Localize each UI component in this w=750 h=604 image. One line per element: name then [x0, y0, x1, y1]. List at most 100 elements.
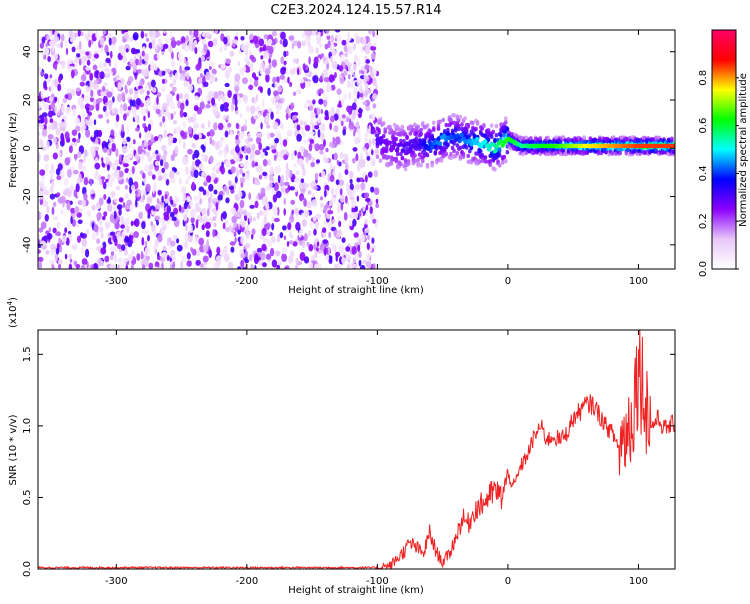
noise-speckle — [323, 189, 327, 198]
noise-speckle — [162, 102, 168, 111]
noise-speckle — [302, 63, 306, 71]
signal-halo-point — [504, 120, 508, 125]
noise-speckle — [50, 83, 54, 92]
noise-speckle — [234, 97, 238, 107]
noise-speckle — [78, 132, 81, 140]
noise-speckle — [269, 166, 275, 175]
noise-speckle — [372, 93, 378, 100]
noise-speckle — [161, 222, 167, 228]
noise-speckle — [283, 208, 287, 216]
noise-speckle — [309, 219, 313, 229]
noise-speckle — [145, 183, 151, 192]
noise-speckle — [308, 143, 313, 152]
noise-speckle — [373, 187, 380, 195]
noise-speckle — [320, 108, 324, 115]
noise-speckle — [240, 219, 246, 228]
noise-speckle — [95, 202, 100, 208]
noise-speckle — [352, 147, 358, 152]
noise-speckle — [103, 194, 107, 200]
noise-speckle — [77, 219, 83, 225]
noise-speckle — [98, 129, 102, 138]
signal-ridge-point — [379, 136, 384, 141]
noise-speckle — [81, 238, 88, 247]
signal-halo-point — [494, 123, 499, 129]
signal-halo-point — [444, 151, 449, 157]
noise-speckle — [364, 228, 370, 233]
x-tick-label: 0 — [505, 276, 511, 287]
noise-speckle — [318, 144, 325, 151]
noise-speckle — [54, 96, 58, 102]
signal-halo-point — [441, 117, 446, 123]
noise-speckle — [140, 152, 145, 161]
noise-speckle — [362, 43, 366, 48]
noise-speckle — [81, 165, 87, 172]
noise-speckle — [184, 45, 190, 52]
noise-speckle — [64, 131, 70, 140]
noise-speckle — [110, 50, 113, 59]
noise-speckle — [97, 257, 103, 267]
noise-speckle — [170, 31, 173, 39]
noise-speckle — [80, 74, 87, 82]
noise-speckle — [230, 207, 237, 215]
noise-speckle — [107, 203, 113, 212]
noise-speckle — [166, 254, 170, 261]
noise-speckle — [39, 124, 44, 130]
signal-ridge-point — [428, 141, 433, 146]
noise-speckle — [95, 169, 99, 177]
noise-speckle — [118, 208, 122, 216]
noise-speckle — [322, 227, 327, 233]
noise-speckle — [256, 212, 260, 220]
signal-ridge-point — [459, 132, 464, 138]
signal-ridge-point — [426, 146, 431, 151]
noise-speckle — [163, 214, 170, 221]
noise-speckle — [308, 105, 314, 112]
noise-speckle — [55, 247, 60, 255]
noise-speckle — [161, 51, 165, 56]
noise-speckle — [49, 118, 54, 124]
noise-speckle — [354, 137, 358, 144]
noise-speckle — [155, 108, 161, 115]
noise-speckle — [209, 129, 215, 137]
noise-speckle — [258, 142, 263, 151]
noise-speckle — [269, 132, 275, 138]
noise-speckle — [149, 163, 154, 170]
noise-speckle — [279, 232, 284, 239]
noise-speckle — [55, 127, 61, 136]
noise-speckle — [329, 256, 333, 262]
noise-speckle — [281, 78, 288, 84]
signal-halo-point — [477, 160, 482, 165]
noise-speckle — [142, 228, 149, 235]
noise-speckle — [103, 147, 108, 153]
noise-speckle — [88, 104, 95, 111]
noise-speckle — [132, 237, 137, 244]
signal-halo-point — [479, 149, 483, 154]
noise-speckle — [285, 187, 289, 194]
noise-speckle — [338, 100, 342, 108]
noise-speckle — [187, 234, 193, 243]
noise-speckle — [249, 54, 255, 61]
noise-speckle — [253, 97, 257, 105]
noise-speckle — [144, 240, 148, 247]
signal-ridge-point — [479, 144, 484, 149]
noise-speckle — [173, 195, 180, 205]
noise-speckle — [314, 172, 319, 181]
noise-speckle — [67, 58, 73, 65]
noise-speckle — [76, 53, 81, 58]
noise-speckle — [175, 40, 182, 46]
noise-speckle — [167, 237, 172, 243]
noise-speckle — [225, 197, 230, 204]
noise-speckle — [41, 112, 48, 118]
noise-speckle — [213, 222, 217, 228]
signal-halo-point — [483, 159, 488, 164]
noise-speckle — [294, 187, 298, 193]
noise-speckle — [49, 74, 53, 79]
noise-speckle — [159, 159, 164, 167]
noise-speckle — [239, 199, 245, 209]
noise-speckle — [357, 244, 361, 252]
noise-speckle — [44, 73, 49, 80]
noise-speckle — [283, 60, 287, 65]
noise-speckle — [219, 46, 223, 53]
noise-speckle — [330, 34, 334, 43]
noise-speckle — [343, 93, 347, 101]
noise-speckle — [183, 81, 189, 87]
